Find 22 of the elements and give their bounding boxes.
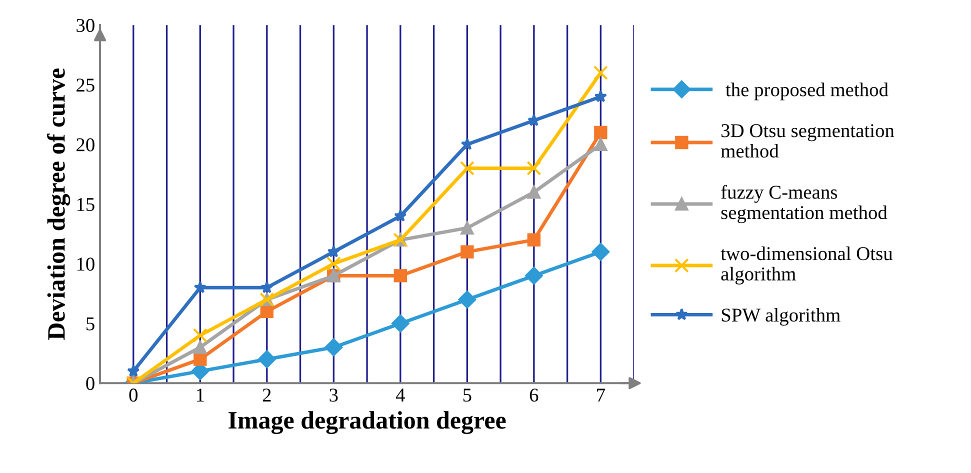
- y-tick-label: 20: [76, 138, 94, 152]
- x-tick-label: 7: [597, 388, 605, 402]
- x-tick-label: 5: [463, 388, 472, 402]
- y-tick-label: 15: [77, 198, 94, 212]
- legend-label: two-dimensional Otsu algorithm: [720, 246, 893, 285]
- x-tick-label: 6: [530, 388, 538, 402]
- x-axis-title: Image degradation degree: [228, 411, 506, 434]
- x-tick-label: 4: [396, 388, 405, 402]
- y-tick-label: 0: [86, 376, 94, 390]
- y-tick-label: 25: [76, 78, 94, 92]
- y-tick-label: 5: [86, 317, 94, 330]
- legend-label: fuzzy C-means segmentation method: [721, 184, 888, 224]
- legend-label: SPW algorithm: [722, 308, 840, 326]
- x-tick-label: 3: [330, 388, 338, 402]
- y-axis-title: Deviation degree of curve: [47, 68, 70, 340]
- y-tick-label: 30: [76, 18, 94, 32]
- legend-label: the proposed method: [726, 82, 888, 100]
- x-tick-label: 1: [196, 388, 204, 402]
- x-tick-label: 0: [129, 388, 138, 402]
- x-tick-label: 2: [262, 388, 271, 402]
- y-tick-label: 10: [77, 258, 94, 271]
- legend-label: 3D Otsu segmentation method: [720, 124, 894, 158]
